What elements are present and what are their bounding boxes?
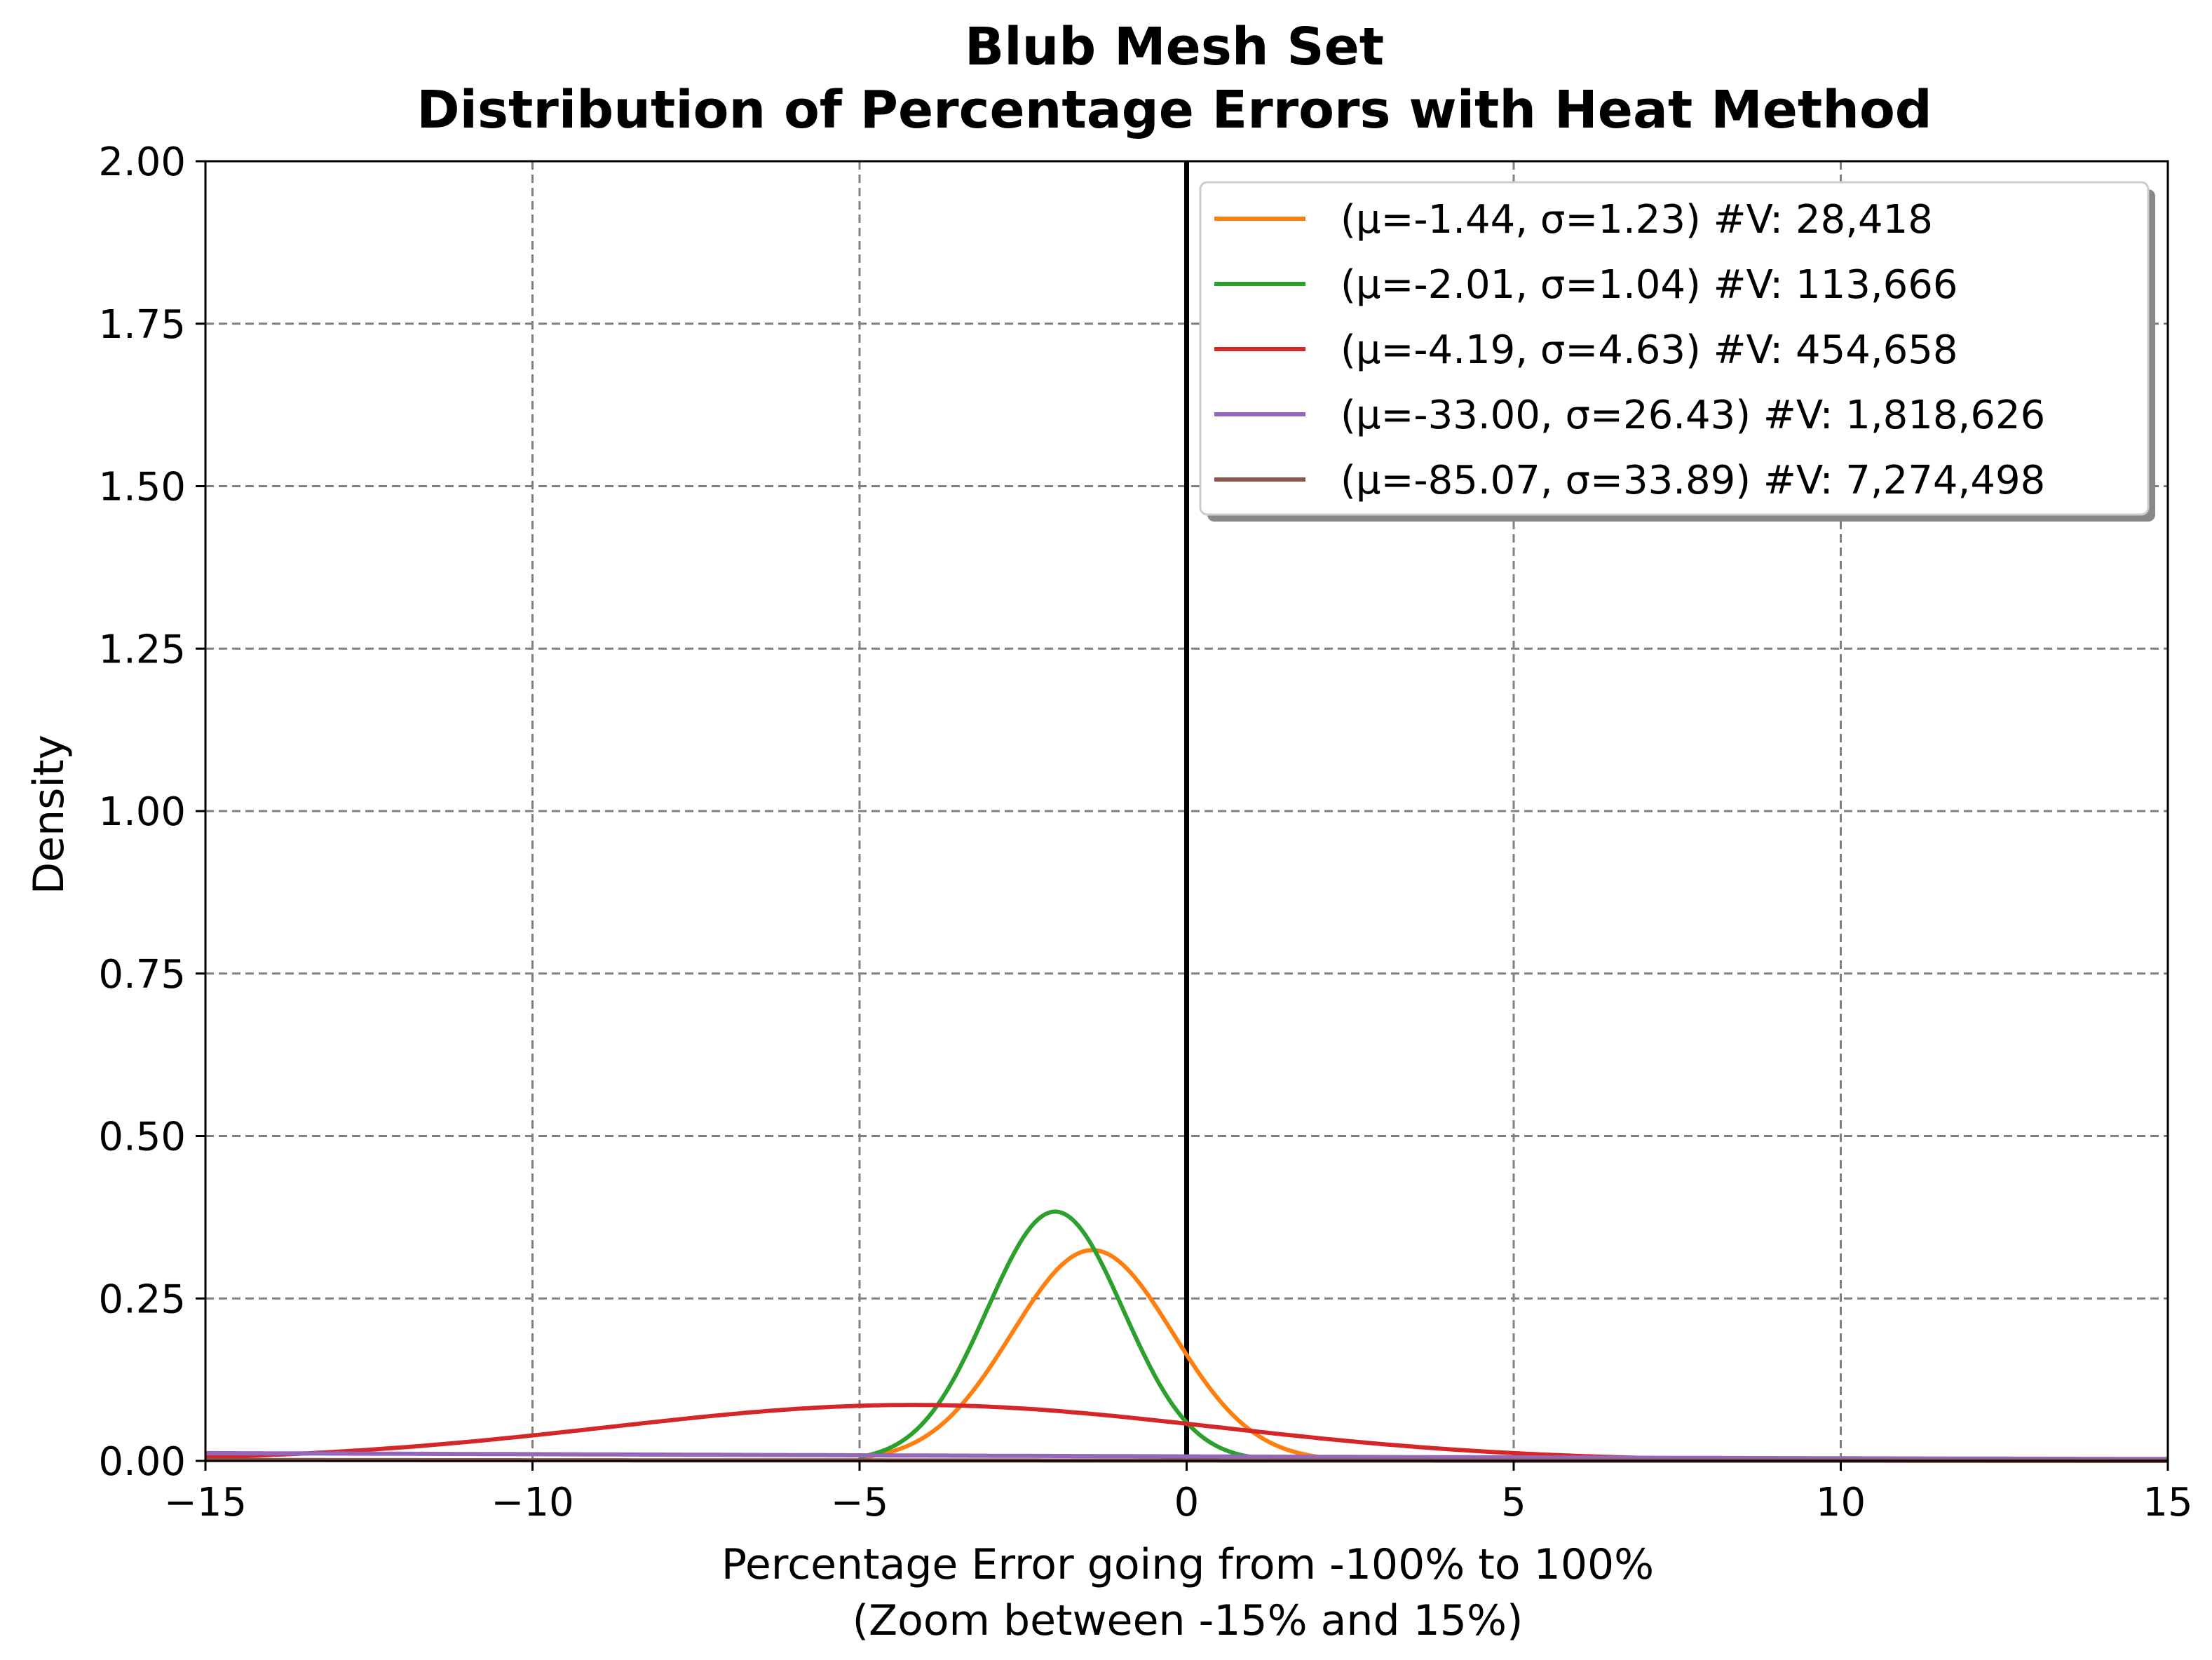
legend-entry: (μ=-4.19, σ=4.63) #V: 454,658 — [1341, 327, 1958, 373]
series-line-4 — [205, 1450, 2168, 1462]
chart-subtitle: Distribution of Percentage Errors with H… — [416, 80, 1932, 140]
x-tick-label: −15 — [164, 1480, 247, 1525]
y-tick-label: 1.75 — [98, 302, 186, 348]
x-axis-label: Percentage Error going from -100% to 100… — [721, 1540, 1654, 1589]
y-tick-label: 1.00 — [98, 789, 186, 835]
axis-ticks: −15 −10 −5 0 5 10 15 0.00 0.25 0.50 0.75 1.00 1.25 1.… — [98, 140, 2192, 1525]
chart-title: Blub Mesh Set — [965, 17, 1384, 77]
x-tick-label: 10 — [1816, 1480, 1866, 1525]
y-tick-label: 0.25 — [98, 1277, 186, 1322]
x-axis-sublabel: (Zoom between -15% and 15%) — [853, 1596, 1524, 1645]
legend-entry: (μ=-85.07, σ=33.89) #V: 7,274,498 — [1341, 458, 2045, 503]
legend-box — [1199, 181, 2150, 516]
y-tick-label: 0.75 — [98, 952, 186, 998]
y-tick-label: 1.50 — [98, 465, 186, 510]
y-tick-label: 0.50 — [98, 1115, 186, 1160]
x-tick-label: −5 — [831, 1480, 889, 1525]
y-axis-label: Density — [25, 735, 74, 894]
series-line-2 — [858, 1209, 1254, 1460]
legend-entry: (μ=-2.01, σ=1.04) #V: 113,666 — [1341, 262, 1958, 308]
x-tick-label: 15 — [2143, 1480, 2192, 1525]
legend: (μ=-1.44, σ=1.23) #V: 28,418 (μ=-2.01, σ=… — [1199, 181, 2155, 522]
x-tick-label: 0 — [1174, 1480, 1200, 1525]
x-tick-label: 5 — [1501, 1480, 1526, 1525]
y-tick-label: 1.25 — [98, 627, 186, 672]
y-tick-label: 2.00 — [98, 140, 186, 185]
legend-entry: (μ=-1.44, σ=1.23) #V: 28,418 — [1341, 197, 1933, 243]
series-line-1 — [858, 1248, 1319, 1460]
y-tick-label: 0.00 — [98, 1439, 186, 1485]
legend-entry: (μ=-33.00, σ=26.43) #V: 1,818,626 — [1341, 393, 2045, 438]
x-tick-label: −10 — [491, 1480, 574, 1525]
